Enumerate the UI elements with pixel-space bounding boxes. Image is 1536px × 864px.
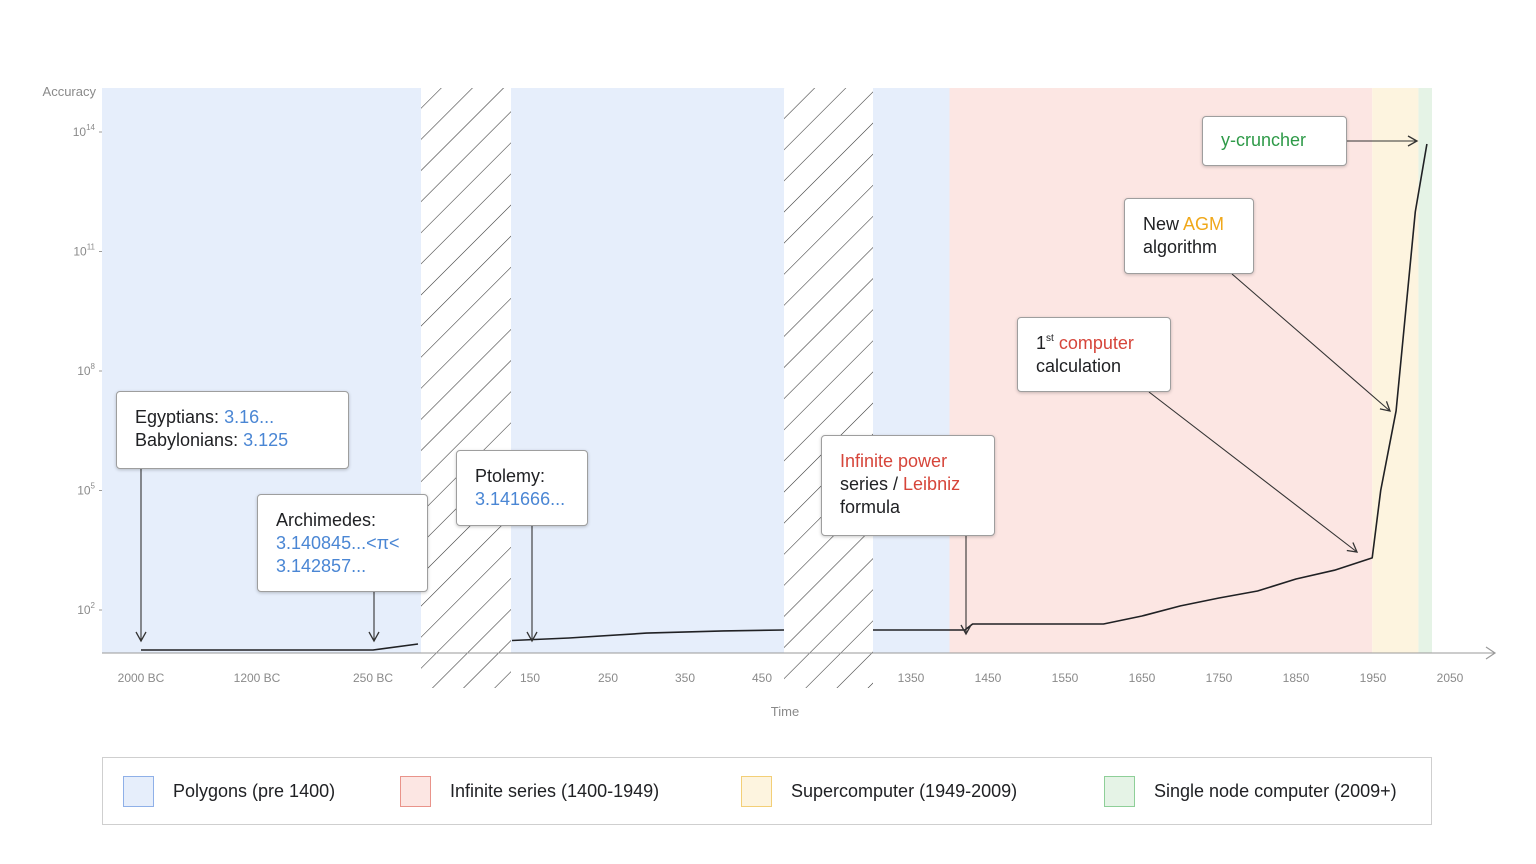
x-tick-label: 1950 [1360, 671, 1387, 685]
era-supercomputer-band [1372, 88, 1419, 653]
legend-swatch [1104, 775, 1135, 807]
y-tick-label: 105 [77, 482, 95, 498]
y-tick-label: 1011 [73, 243, 95, 259]
y-tick-label: 1014 [73, 123, 96, 139]
x-tick-label: 450 [752, 671, 772, 685]
x-tick-label: 1450 [975, 671, 1002, 685]
legend-supercomputer: Supercomputer (1949-2009) [741, 775, 1017, 807]
first-computer-callout-arrow [1148, 391, 1359, 553]
accuracy-line-segment-3 [873, 143, 1428, 631]
agm-callout-arrow [1231, 273, 1392, 412]
x-tick-label: 150 [520, 671, 540, 685]
legend-label: Infinite series (1400-1949) [450, 780, 660, 801]
legend-polygons: Polygons (pre 1400) [123, 775, 335, 807]
leibniz-callout: Infinite power series / Leibniz formula [821, 435, 995, 536]
y-axis-label: Accuracy [43, 84, 97, 99]
legend-single-node: Single node computer (2009+) [1104, 775, 1397, 807]
legend-label: Supercomputer (1949-2009) [791, 780, 1018, 801]
axis-break-hatch-2 [784, 88, 873, 688]
legend-swatch [400, 775, 431, 807]
legend-swatch [123, 775, 154, 807]
egyptians-callout: Egyptians: 3.16... Babylonians: 3.125 [116, 391, 349, 469]
agm-callout: New AGM algorithm [1124, 198, 1254, 274]
archimedes-callout: Archimedes: 3.140845...<π< 3.142857... [257, 494, 428, 592]
x-tick-label: 350 [675, 671, 695, 685]
x-tick-label: 1550 [1052, 671, 1079, 685]
x-tick-label: 1350 [898, 671, 925, 685]
legend-label: Single node computer (2009+) [1154, 780, 1397, 801]
x-tick-label: 2050 [1437, 671, 1464, 685]
x-tick-label: 1850 [1283, 671, 1310, 685]
x-tick-label: 1200 BC [234, 671, 281, 685]
legend-label: Polygons (pre 1400) [173, 780, 336, 801]
y-cruncher-callout: y-cruncher [1202, 116, 1347, 166]
y-tick-label: 108 [77, 362, 95, 378]
y-tick-label: 102 [77, 601, 95, 617]
x-axis-label: Time [771, 704, 799, 719]
x-axis-arrowhead [1485, 646, 1497, 660]
legend-infinite-series: Infinite series (1400-1949) [400, 775, 659, 807]
x-tick-label: 1650 [1129, 671, 1156, 685]
x-tick-label: 2000 BC [118, 671, 165, 685]
era-single-node-band [1418, 88, 1432, 653]
x-tick-label: 250 [598, 671, 618, 685]
first-computer-callout: 1st computer calculation [1017, 317, 1171, 392]
accuracy-line-segment-1 [141, 643, 419, 651]
ptolemy-callout: Ptolemy: 3.141666... [456, 450, 588, 526]
x-tick-label: 250 BC [353, 671, 393, 685]
legend-swatch [741, 775, 772, 807]
accuracy-line-segment-2 [511, 629, 785, 642]
axis-break-hatch-1 [421, 88, 511, 688]
legend: Polygons (pre 1400) Infinite series (1400… [102, 757, 1432, 825]
x-tick-label: 1750 [1206, 671, 1233, 685]
